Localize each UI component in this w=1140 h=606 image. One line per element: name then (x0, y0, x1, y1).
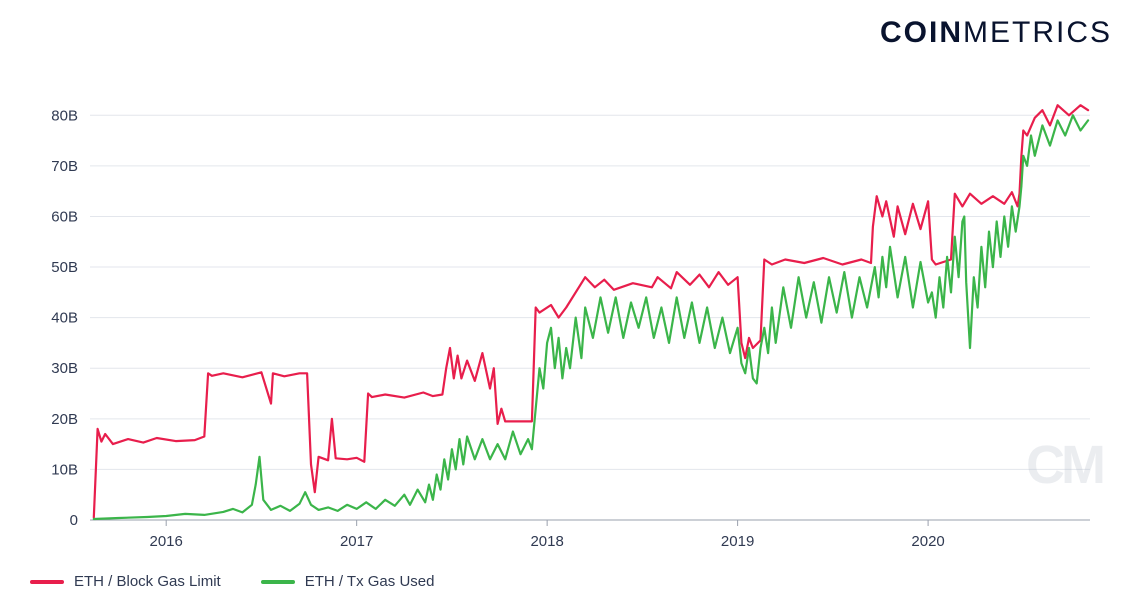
brand-light: METRICS (963, 16, 1112, 49)
y-tick-label: 70B (51, 158, 78, 175)
brand-logo: COINMETRICS (880, 16, 1112, 50)
x-tick-label: 2019 (721, 533, 754, 550)
x-tick-label: 2020 (911, 533, 944, 550)
y-tick-label: 10B (51, 461, 78, 478)
y-tick-label: 20B (51, 411, 78, 428)
y-tick-label: 60B (51, 208, 78, 225)
y-tick-label: 0 (70, 512, 78, 529)
legend-item-gas-limit: ETH / Block Gas Limit (30, 573, 221, 590)
legend-label: ETH / Tx Gas Used (305, 573, 435, 590)
legend-label: ETH / Block Gas Limit (74, 573, 221, 590)
legend: ETH / Block Gas Limit ETH / Tx Gas Used (30, 573, 434, 590)
brand-bold: COIN (880, 16, 963, 49)
x-tick-label: 2016 (150, 533, 183, 550)
y-tick-label: 50B (51, 259, 78, 276)
series-line-gas_limit (94, 105, 1088, 517)
y-tick-label: 40B (51, 310, 78, 327)
chart-plot-area: 010B20B30B40B50B60B70B80B201620172018201… (90, 90, 1090, 520)
legend-swatch (30, 580, 64, 584)
y-tick-label: 80B (51, 107, 78, 124)
chart-container: COINMETRICS 010B20B30B40B50B60B70B80B201… (0, 0, 1140, 606)
y-tick-label: 30B (51, 360, 78, 377)
x-tick-label: 2017 (340, 533, 373, 550)
legend-swatch (261, 580, 295, 584)
x-tick-label: 2018 (530, 533, 563, 550)
legend-item-gas-used: ETH / Tx Gas Used (261, 573, 435, 590)
chart-svg: 010B20B30B40B50B60B70B80B201620172018201… (90, 90, 1090, 590)
